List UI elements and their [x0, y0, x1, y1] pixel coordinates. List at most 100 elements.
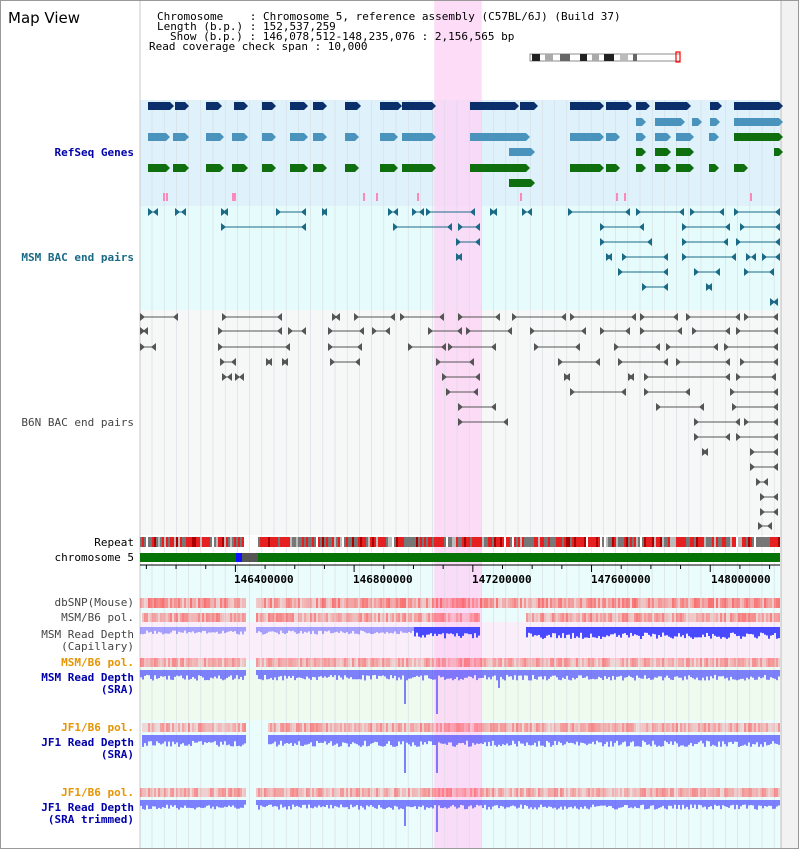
read-depth-bar [340, 627, 342, 632]
pol-density-cell [296, 613, 298, 622]
repeat-block [498, 537, 500, 547]
pol-density-cell [668, 723, 670, 732]
b6n-bac-pair-end-right [773, 358, 778, 366]
read-depth-bar [688, 670, 690, 676]
msm-bac-pair-end-right [492, 208, 497, 216]
read-depth-bar [560, 800, 562, 807]
jf1-b6-pol-label-2[interactable]: JF1/B6 pol. [61, 786, 134, 799]
msm-depth-sra-label-1[interactable]: MSM Read Depth [41, 671, 134, 684]
pol-density-cell [506, 723, 508, 732]
gene-strand-arrow [244, 133, 248, 141]
pol-density-cell [710, 788, 712, 797]
jf1-depth-sra-label-1[interactable]: JF1 Read Depth [41, 736, 134, 749]
pol-density-cell [494, 598, 496, 608]
read-depth-bar [196, 800, 198, 808]
read-depth-bar [346, 800, 348, 808]
read-depth-bar [752, 735, 754, 745]
read-depth-bar [668, 627, 670, 637]
pol-density-cell [738, 613, 740, 622]
pol-density-cell [474, 658, 476, 667]
msm-b6-pol-label-2[interactable]: MSM/B6 pol. [61, 656, 134, 669]
pol-density-cell [230, 788, 232, 797]
pol-density-cell [754, 723, 756, 732]
repeat-block [202, 537, 204, 547]
pol-density-cell [638, 613, 640, 622]
pol-density-cell [434, 613, 436, 622]
pol-density-cell [530, 658, 532, 667]
msm-bac-pair-end-right [447, 223, 452, 231]
pol-density-cell [342, 598, 344, 608]
pol-density-cell [696, 613, 698, 622]
pol-density-cell [474, 723, 476, 732]
read-depth-bar [256, 627, 258, 633]
read-depth-bar [682, 800, 684, 805]
refseq-gene [206, 133, 220, 141]
pol-density-cell [732, 613, 734, 622]
pol-density-cell [694, 598, 696, 608]
repeat-block [694, 537, 696, 547]
read-depth-bar [160, 670, 162, 677]
pol-density-cell [510, 658, 512, 667]
read-depth-bar [320, 735, 322, 743]
pol-density-cell [674, 658, 676, 667]
repeat-block [604, 537, 606, 547]
pol-density-cell [660, 788, 662, 797]
pol-density-cell [370, 723, 372, 732]
read-depth-bar [482, 735, 484, 744]
gene-strand-arrow [272, 133, 276, 141]
pol-density-cell [202, 658, 204, 667]
read-depth-bar [336, 800, 338, 807]
pol-density-cell [176, 723, 178, 732]
read-depth-bar [762, 670, 764, 678]
pol-density-cell [736, 658, 738, 667]
msm-b6-pol-label-1[interactable]: MSM/B6 pol. [61, 611, 134, 624]
repeat-block [432, 537, 434, 547]
read-depth-bar [452, 627, 454, 635]
read-depth-bar [232, 800, 234, 806]
pol-density-cell [620, 723, 622, 732]
pol-density-cell [752, 658, 754, 667]
read-depth-bar [260, 627, 262, 633]
pol-density-cell [348, 788, 350, 797]
pol-density-cell [328, 723, 330, 732]
msm-bac-label[interactable]: MSM BAC end pairs [21, 251, 134, 264]
pol-density-cell [274, 658, 276, 667]
jf1-depth-trim-label-1[interactable]: JF1 Read Depth [41, 801, 134, 814]
read-depth-bar [442, 800, 444, 809]
jf1-b6-pol-label-1[interactable]: JF1/B6 pol. [61, 721, 134, 734]
read-depth-bar [474, 735, 476, 745]
pol-density-cell [482, 658, 484, 667]
pol-density-cell [716, 598, 718, 608]
read-depth-bar [304, 627, 306, 632]
msm-bac-pair-end-left [618, 268, 623, 276]
pol-density-cell [142, 788, 144, 797]
read-depth-bar [562, 670, 564, 678]
pol-density-cell [684, 613, 686, 622]
refseq-genes-label[interactable]: RefSeq Genes [54, 146, 134, 159]
pol-density-cell [658, 788, 660, 797]
msm-depth-cap-label-1[interactable]: MSM Read Depth [41, 628, 134, 641]
pol-density-cell [754, 613, 756, 622]
read-depth-bar [708, 800, 710, 808]
read-depth-bar [572, 735, 574, 744]
pol-density-cell [660, 723, 662, 732]
read-depth-bar [554, 670, 556, 676]
read-depth-bar [370, 627, 372, 635]
read-depth-bar [200, 627, 202, 633]
read-depth-bar [292, 670, 294, 676]
pol-density-cell [568, 598, 570, 608]
pol-density-cell [514, 598, 516, 608]
pol-density-cell [396, 723, 398, 732]
pol-density-cell [576, 598, 578, 608]
pol-density-cell [734, 598, 736, 608]
dbsnp-label[interactable]: dbSNP(Mouse) [54, 596, 134, 609]
read-depth-bar [378, 735, 380, 746]
b6n-bac-label[interactable]: B6N BAC end pairs [21, 416, 134, 429]
gene-strand-arrow [600, 133, 604, 141]
pol-density-cell [388, 613, 390, 622]
read-depth-bar [560, 627, 562, 638]
pol-density-cell [324, 723, 326, 732]
read-depth-bar [656, 627, 658, 639]
pol-density-cell [290, 723, 292, 732]
